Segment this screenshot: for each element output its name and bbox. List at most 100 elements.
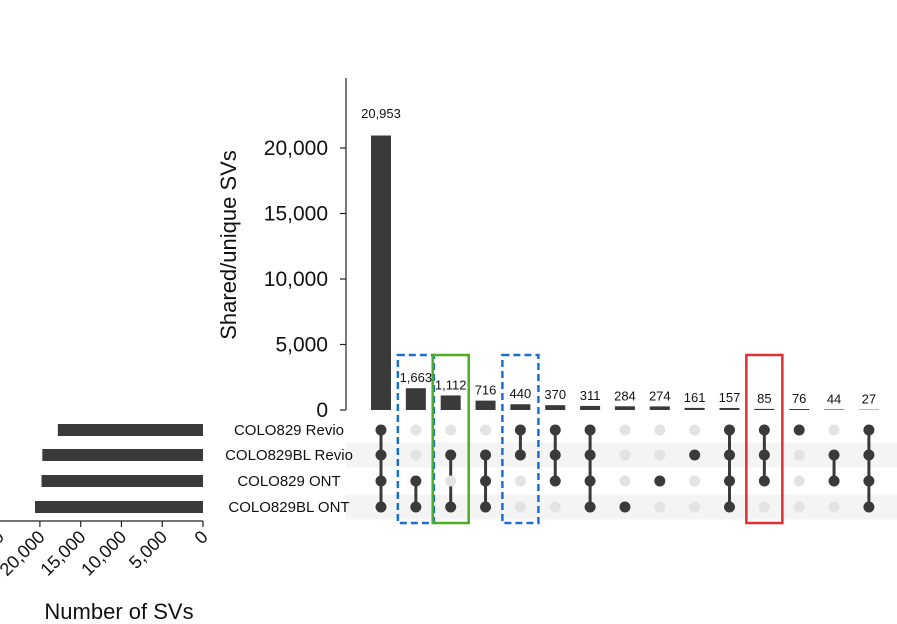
intersection-bar-label: 76 xyxy=(792,391,806,406)
matrix-dot-active xyxy=(410,501,422,513)
matrix-dot-active xyxy=(584,449,596,461)
intersection-bar xyxy=(684,407,705,410)
intersection-bar-label: 370 xyxy=(544,387,566,402)
y-tick-label: 0 xyxy=(316,399,328,422)
matrix-dot-inactive xyxy=(654,501,666,513)
matrix-dot-inactive xyxy=(654,424,666,436)
matrix-dot-active xyxy=(584,475,596,487)
matrix-dot-inactive xyxy=(828,501,840,513)
matrix-dot-inactive xyxy=(689,501,701,513)
matrix-dot-active xyxy=(480,501,492,513)
matrix-dot-active xyxy=(375,449,387,461)
matrix-dot-active xyxy=(689,449,701,461)
matrix-dot-active xyxy=(724,501,735,513)
highlight-box xyxy=(501,353,540,525)
intersection-bar-label: 716 xyxy=(475,383,497,398)
y-axis-title: Shared/unique SVs xyxy=(216,150,241,340)
set-axis-tick-label: 5,000 xyxy=(125,527,171,573)
intersection-bar-label: 161 xyxy=(684,390,706,405)
intersection-bar-label: 1,112 xyxy=(435,377,467,392)
set-label: COLO829 Revio xyxy=(234,422,344,439)
intersection-bar-label: 27 xyxy=(862,392,876,407)
matrix-dot-inactive xyxy=(793,475,805,487)
matrix-dot-active xyxy=(584,424,596,436)
highlight-box xyxy=(745,353,784,525)
matrix-dot-active xyxy=(724,449,735,461)
y-tick-label: 15,000 xyxy=(264,203,328,226)
set-axis-tick-label: 0 xyxy=(191,527,212,548)
intersection-bar xyxy=(405,388,426,410)
matrix-dot-inactive xyxy=(410,424,422,436)
intersection-bar-label: 311 xyxy=(580,388,601,403)
matrix-dot-active xyxy=(375,424,387,436)
set-axis-tick-label: 15,000 xyxy=(36,527,89,580)
set-label: COLO829 ONT xyxy=(237,473,340,490)
intersection-bar xyxy=(824,409,845,410)
intersection-bar-label: 44 xyxy=(827,391,841,406)
intersection-bar-label: 274 xyxy=(649,388,671,403)
matrix-dot-active xyxy=(793,424,805,436)
highlight-box xyxy=(431,353,470,525)
matrix-dot-active xyxy=(863,424,875,436)
set-size-axis-title: Number of SVs xyxy=(44,599,193,624)
intersection-bar xyxy=(475,400,496,410)
highlight-boxes xyxy=(396,353,784,525)
matrix-dot-active xyxy=(863,475,875,487)
matrix-dot-active xyxy=(445,501,457,513)
matrix-dot-inactive xyxy=(828,424,840,436)
set-labels: COLO829 Revio COLO829BL Revio COLO829 ONT C… xyxy=(225,422,353,516)
intersection-bar xyxy=(719,407,740,410)
matrix-dot-active xyxy=(514,449,526,461)
intersection-bar xyxy=(371,135,391,411)
intersection-bar-label: 284 xyxy=(614,388,636,403)
intersection-matrix xyxy=(375,424,875,513)
matrix-dot-inactive xyxy=(514,475,526,487)
matrix-dot-inactive xyxy=(619,449,631,461)
matrix-dot-active xyxy=(549,449,561,461)
set-axis-tick-label: 10,000 xyxy=(77,527,130,580)
matrix-dot-inactive xyxy=(689,424,701,436)
matrix-dot-active xyxy=(410,475,422,487)
matrix-dot-inactive xyxy=(445,424,457,436)
intersection-bar-label: 157 xyxy=(719,390,741,405)
matrix-dot-active xyxy=(828,475,840,487)
intersection-y-axis: 0 5,000 10,000 15,000 20,000 xyxy=(264,78,347,422)
intersection-bar xyxy=(440,395,461,410)
matrix-dot-active xyxy=(724,424,735,436)
set-size-bars xyxy=(35,424,204,513)
matrix-dot-inactive xyxy=(619,475,631,487)
y-tick-label: 20,000 xyxy=(264,137,328,160)
matrix-dot-active xyxy=(514,424,526,436)
matrix-dot-inactive xyxy=(654,449,666,461)
y-tick-label: 10,000 xyxy=(264,268,328,291)
matrix-dot-active xyxy=(758,475,770,487)
intersection-bar xyxy=(649,406,670,410)
set-label: COLO829BL ONT xyxy=(228,499,349,516)
matrix-dot-inactive xyxy=(480,424,492,436)
matrix-dot-active xyxy=(863,501,875,513)
matrix-dot-inactive xyxy=(445,475,457,487)
matrix-dot-inactive xyxy=(793,501,805,513)
intersection-bars xyxy=(371,135,879,411)
matrix-dot-inactive xyxy=(549,501,561,513)
matrix-dot-inactive xyxy=(514,501,526,513)
set-size-bar xyxy=(41,475,203,487)
set-label: COLO829BL Revio xyxy=(225,447,353,464)
intersection-bar-labels: 20,953 1,663 1,112 716 440 370 311 284 274 161 157… xyxy=(361,106,876,407)
intersection-bar xyxy=(510,404,531,410)
matrix-dot-inactive xyxy=(410,449,422,461)
y-tick-label: 5,000 xyxy=(275,334,328,357)
intersection-bar-label: 440 xyxy=(510,386,532,401)
set-size-bar xyxy=(57,424,204,436)
intersection-bar xyxy=(545,405,566,410)
intersection-bar-label: 20,953 xyxy=(361,106,401,121)
matrix-dot-active xyxy=(445,449,457,461)
matrix-dot-active xyxy=(863,449,875,461)
matrix-dot-active xyxy=(724,475,735,487)
matrix-dot-active xyxy=(828,449,840,461)
matrix-dot-active xyxy=(375,475,387,487)
matrix-dot-active xyxy=(549,475,561,487)
matrix-dot-inactive xyxy=(619,424,631,436)
